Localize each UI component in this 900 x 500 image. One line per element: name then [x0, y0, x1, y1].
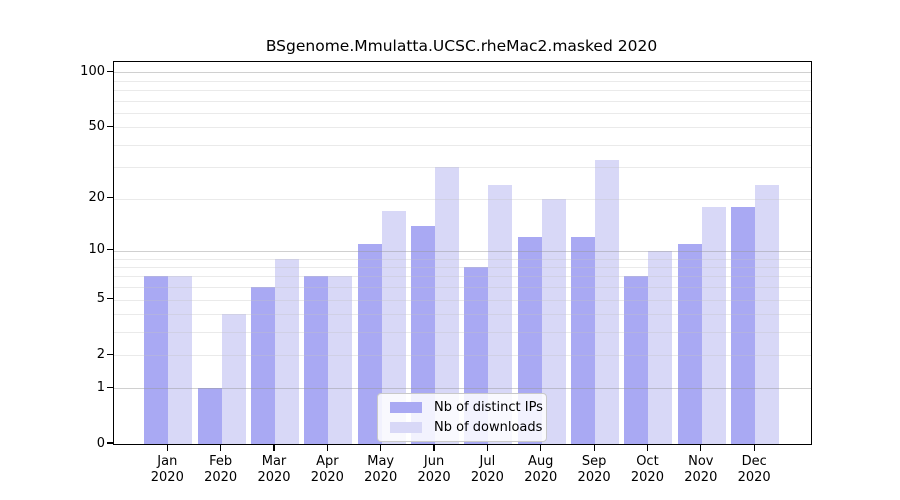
- major-gridline-1: [114, 388, 811, 390]
- minor-gridline-50: [114, 127, 811, 129]
- downloads-swatch: [390, 422, 422, 433]
- minor-gridline-4: [114, 314, 811, 316]
- y-tick-label-100: 100: [80, 63, 105, 79]
- x-tick-label-apr: Apr 2020: [310, 454, 344, 485]
- y-tick-mark-10: [107, 249, 113, 251]
- x-tick-label-aug: Aug 2020: [524, 454, 558, 485]
- bar-dec-downloads: [755, 184, 780, 444]
- bar-sep-distinct-ips: [571, 237, 596, 444]
- plot-area: Nb of distinct IPs Nb of downloads: [113, 61, 812, 445]
- bar-oct-downloads: [648, 250, 673, 444]
- y-tick-label-50: 50: [88, 118, 105, 134]
- bar-jan-downloads: [168, 276, 193, 444]
- bar-feb-distinct-ips: [197, 388, 222, 444]
- minor-gridline-80: [114, 89, 811, 91]
- bar-oct-distinct-ips: [624, 276, 649, 444]
- minor-gridline-7: [114, 276, 811, 278]
- minor-gridline-9: [114, 258, 811, 260]
- legend-label-distinct-ips: Nb of distinct IPs: [434, 400, 543, 415]
- x-tick-label-mar: Mar 2020: [257, 454, 291, 485]
- y-tick-mark-1: [107, 386, 113, 388]
- minor-gridline-6: [114, 287, 811, 289]
- minor-gridline-60: [114, 112, 811, 114]
- minor-gridline-20: [114, 198, 811, 200]
- major-gridline-10: [114, 250, 811, 252]
- x-tick-mark-jan: [166, 444, 168, 451]
- minor-gridline-30: [114, 167, 811, 169]
- distinct-ips-swatch: [390, 402, 422, 413]
- y-tick-mark-5: [107, 298, 113, 300]
- x-tick-label-feb: Feb 2020: [204, 454, 238, 485]
- bar-nov-distinct-ips: [677, 243, 702, 444]
- bar-sep-downloads: [595, 159, 620, 444]
- x-tick-mark-jun: [433, 444, 435, 451]
- minor-gridline-40: [114, 144, 811, 146]
- bar-dec-distinct-ips: [731, 206, 756, 444]
- bar-apr-distinct-ips: [304, 276, 329, 444]
- x-tick-mark-apr: [326, 444, 328, 451]
- x-tick-mark-jul: [486, 444, 488, 451]
- y-tick-label-2: 2: [96, 346, 105, 362]
- x-tick-label-jul: Jul 2020: [470, 454, 504, 485]
- legend-label-downloads: Nb of downloads: [434, 420, 543, 435]
- y-tick-label-5: 5: [96, 291, 105, 307]
- bar-jan-distinct-ips: [144, 276, 169, 444]
- x-tick-mark-oct: [646, 444, 649, 451]
- bar-mar-distinct-ips: [251, 287, 275, 444]
- x-tick-mark-sep: [593, 444, 595, 451]
- legend-item-downloads: Nb of downloads: [390, 420, 542, 435]
- x-tick-mark-aug: [540, 444, 542, 451]
- chart-title: BSgenome.Mmulatta.UCSC.rheMac2.masked 20…: [265, 37, 658, 55]
- x-tick-label-sep: Sep 2020: [577, 454, 611, 485]
- y-tick-mark-100: [107, 70, 113, 72]
- minor-gridline-8: [114, 266, 811, 268]
- x-tick-mark-may: [380, 444, 382, 451]
- y-tick-mark-50: [107, 125, 113, 127]
- legend: Nb of distinct IPs Nb of downloads: [377, 393, 547, 442]
- bar-mar-downloads: [275, 258, 299, 444]
- bar-apr-downloads: [328, 276, 353, 444]
- x-tick-label-dec: Dec 2020: [737, 454, 771, 485]
- y-tick-mark-0: [107, 442, 113, 444]
- x-tick-mark-mar: [273, 444, 275, 451]
- y-tick-label-20: 20: [88, 190, 105, 206]
- bar-nov-downloads: [701, 206, 726, 444]
- x-tick-label-jun: Jun 2020: [417, 454, 451, 485]
- y-tick-label-10: 10: [88, 242, 105, 258]
- x-tick-label-oct: Oct 2020: [630, 454, 664, 485]
- minor-gridline-2: [114, 355, 811, 357]
- x-tick-label-may: May 2020: [364, 454, 398, 485]
- x-tick-mark-dec: [753, 444, 755, 451]
- minor-gridline-90: [114, 80, 811, 82]
- legend-item-distinct-ips: Nb of distinct IPs: [390, 400, 543, 415]
- minor-gridline-70: [114, 100, 811, 102]
- minor-gridline-5: [114, 299, 811, 301]
- x-tick-label-jan: Jan 2020: [150, 454, 184, 485]
- y-tick-mark-20: [107, 197, 113, 199]
- y-tick-label-0: 0: [96, 435, 105, 451]
- y-tick-label-1: 1: [96, 379, 105, 395]
- y-tick-mark-2: [107, 353, 113, 356]
- major-gridline-100: [114, 72, 811, 74]
- x-tick-label-nov: Nov 2020: [684, 454, 718, 485]
- x-tick-mark-nov: [700, 444, 702, 451]
- minor-gridline-3: [114, 332, 811, 334]
- bar-feb-downloads: [221, 314, 246, 444]
- x-tick-mark-feb: [220, 444, 222, 451]
